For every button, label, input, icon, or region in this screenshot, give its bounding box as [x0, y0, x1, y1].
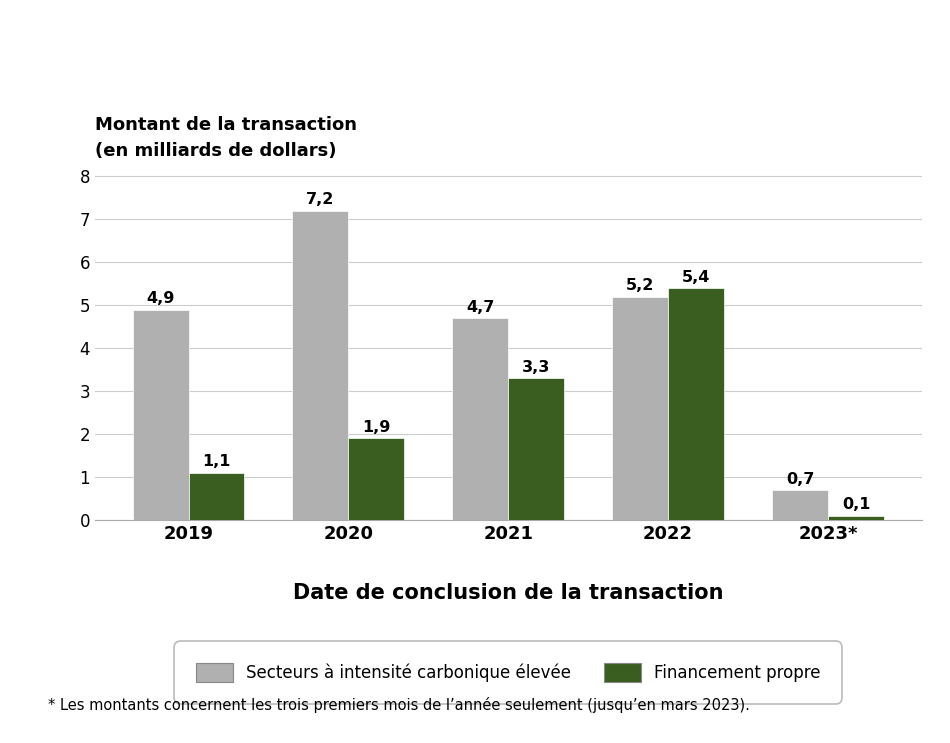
Bar: [508, 378, 564, 520]
Text: Date de conclusion de la transaction: Date de conclusion de la transaction: [293, 583, 724, 603]
Bar: [452, 318, 508, 520]
Text: (en milliards de dollars): (en milliards de dollars): [95, 142, 336, 160]
Text: 4,7: 4,7: [466, 299, 494, 315]
Legend: Secteurs à intensité carbonique élevée, Financement propre: Secteurs à intensité carbonique élevée, …: [180, 648, 836, 697]
Text: 0,1: 0,1: [842, 497, 870, 513]
Text: * Les montants concernent les trois premiers mois de l’année seulement (jusqu’en: * Les montants concernent les trois prem…: [48, 697, 750, 713]
Bar: [772, 490, 828, 520]
Text: 7,2: 7,2: [306, 192, 334, 207]
Text: 1,1: 1,1: [202, 455, 231, 470]
Text: 1,9: 1,9: [362, 420, 390, 435]
Bar: [349, 438, 405, 520]
Text: 5,4: 5,4: [682, 270, 711, 285]
Bar: [133, 310, 188, 520]
Text: 4,9: 4,9: [146, 291, 175, 306]
Bar: [293, 211, 349, 520]
Text: 0,7: 0,7: [786, 472, 814, 487]
Bar: [188, 473, 244, 520]
Text: 5,2: 5,2: [626, 278, 655, 293]
Bar: [612, 296, 668, 520]
Text: 3,3: 3,3: [522, 360, 550, 375]
Text: Montant de la transaction: Montant de la transaction: [95, 116, 357, 134]
Bar: [668, 288, 724, 520]
Bar: [828, 516, 884, 520]
